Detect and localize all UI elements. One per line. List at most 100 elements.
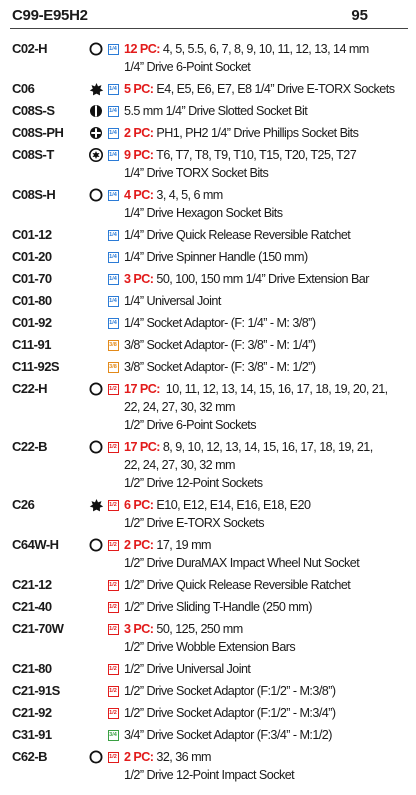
part-code: C26 bbox=[12, 497, 35, 512]
description-line: PH1, PH2 1/4” Drive Phillips Socket Bits bbox=[153, 126, 359, 140]
part-code: C01-80 bbox=[12, 293, 52, 308]
part-description: 3/8” Socket Adaptor- (F: 3/8” - M: 1/4”) bbox=[121, 336, 416, 354]
part-row: C21-91S 1/2 1/2” Drive Socket Adaptor (F:1… bbox=[0, 682, 416, 700]
part-code: C21-91S bbox=[12, 683, 60, 698]
description-line: 4, 5, 5.5, 6, 7, 8, 9, 10, 11, 12, 13, 1… bbox=[159, 42, 369, 56]
socket-circle-icon bbox=[87, 40, 105, 58]
description-line: 3, 4, 5, 6 mm bbox=[153, 188, 223, 202]
part-row: C11-91 3/8 3/8” Socket Adaptor- (F: 3/8” -… bbox=[0, 336, 416, 354]
part-code: C01-20 bbox=[12, 249, 52, 264]
piece-count: 2 PC: bbox=[124, 126, 154, 140]
piece-count: 17 PC: bbox=[124, 382, 160, 396]
part-description: 1/2” Drive Sliding T-Handle (250 mm) bbox=[121, 598, 416, 616]
sym-spacer bbox=[87, 358, 105, 376]
description-line: 1/2” Drive E-TORX Sockets bbox=[124, 516, 265, 530]
part-description: 3 PC: 50, 100, 150 mm 1/4” Drive Extensi… bbox=[121, 270, 416, 288]
drive-size-badge: 1/2 bbox=[107, 579, 119, 591]
description-line: 1/4” Drive Quick Release Reversible Ratc… bbox=[124, 228, 351, 242]
part-code: C08S-T bbox=[12, 147, 54, 162]
drive-size-badge: 1/4 bbox=[107, 295, 119, 307]
torx-bit-icon bbox=[87, 146, 105, 164]
part-row: C08S-PH 1/4 2 PC: PH1, PH2 1/4” Drive Phil… bbox=[0, 124, 416, 142]
part-code: C01-12 bbox=[12, 227, 52, 242]
sym-spacer bbox=[87, 726, 105, 744]
description-line: 17, 19 mm bbox=[153, 538, 211, 552]
half-inch-drive-icon: 1/2 bbox=[105, 704, 121, 722]
part-description: 12 PC: 4, 5, 5.5, 6, 7, 8, 9, 10, 11, 12… bbox=[121, 40, 416, 76]
description-line: 1/2” Drive Sliding T-Handle (250 mm) bbox=[124, 600, 312, 614]
catalog-code: C99-E95H2 bbox=[12, 7, 88, 24]
three-quarter-inch-drive-icon: 3/4 bbox=[105, 726, 121, 744]
part-code: C22-H bbox=[12, 381, 48, 396]
description-line: 3/8” Socket Adaptor- (F: 3/8” - M: 1/4”) bbox=[124, 338, 316, 352]
drive-size-badge: 3/8 bbox=[107, 339, 119, 351]
socket-circle-icon bbox=[87, 748, 105, 766]
part-row: C26 1/2 6 PC: E10, E12, E14, E16, E18, E20… bbox=[0, 496, 416, 532]
description-line: 50, 100, 150 mm 1/4” Drive Extension Bar bbox=[153, 272, 369, 286]
sym-spacer bbox=[87, 270, 105, 288]
part-description: 1/2” Drive Quick Release Reversible Ratc… bbox=[121, 576, 416, 594]
part-code: C11-92S bbox=[12, 359, 60, 374]
part-description: 1/2” Drive Socket Adaptor (F:1/2” - M:3/… bbox=[121, 704, 416, 722]
quarter-inch-drive-icon: 1/4 bbox=[105, 292, 121, 310]
description-line: 10, 11, 12, 13, 14, 15, 16, 17, 18, 19, … bbox=[159, 382, 388, 396]
half-inch-drive-icon: 1/2 bbox=[105, 380, 121, 398]
description-line: 1/2” Drive DuraMAX Impact Wheel Nut Sock… bbox=[124, 556, 360, 570]
part-description: 17 PC: 10, 11, 12, 13, 14, 15, 16, 17, 1… bbox=[121, 380, 416, 434]
description-line: 1/2” Drive Socket Adaptor (F:1/2” - M:3/… bbox=[124, 684, 336, 698]
part-description: 2 PC: PH1, PH2 1/4” Drive Phillips Socke… bbox=[121, 124, 416, 142]
half-inch-drive-icon: 1/2 bbox=[105, 576, 121, 594]
piece-count: 2 PC: bbox=[124, 750, 154, 764]
quarter-inch-drive-icon: 1/4 bbox=[105, 102, 121, 120]
drive-size-badge: 1/4 bbox=[107, 127, 119, 139]
sym-spacer bbox=[87, 226, 105, 244]
sym-spacer bbox=[87, 704, 105, 722]
piece-count: 12 PC: bbox=[124, 42, 160, 56]
description-line: 1/2” Drive Quick Release Reversible Ratc… bbox=[124, 578, 351, 592]
sym-spacer bbox=[87, 576, 105, 594]
part-row: C21-92 1/2 1/2” Drive Socket Adaptor (F:1/… bbox=[0, 704, 416, 722]
part-description: 9 PC: T6, T7, T8, T9, T10, T15, T20, T25… bbox=[121, 146, 416, 182]
page-number: 95 bbox=[351, 7, 368, 24]
part-description: 2 PC: 32, 36 mm 1/2” Drive 12-Point Impac… bbox=[121, 748, 416, 784]
slotted-bit-icon bbox=[87, 102, 105, 120]
part-description: 4 PC: 3, 4, 5, 6 mm 1/4” Drive Hexagon So… bbox=[121, 186, 416, 222]
part-code: C08S-S bbox=[12, 103, 55, 118]
drive-size-badge: 1/2 bbox=[107, 383, 119, 395]
piece-count: 2 PC: bbox=[124, 538, 154, 552]
part-row: C02-H 1/4 12 PC: 4, 5, 5.5, 6, 7, 8, 9, 10… bbox=[0, 40, 416, 76]
part-code: C21-80 bbox=[12, 661, 52, 676]
part-description: 17 PC: 8, 9, 10, 12, 13, 14, 15, 16, 17,… bbox=[121, 438, 416, 492]
quarter-inch-drive-icon: 1/4 bbox=[105, 314, 121, 332]
part-description: 6 PC: E10, E12, E14, E16, E18, E20 1/2” D… bbox=[121, 496, 416, 532]
description-line: 1/4” Universal Joint bbox=[124, 294, 221, 308]
sym-spacer bbox=[87, 314, 105, 332]
description-line: 1/2” Drive 12-Point Sockets bbox=[124, 476, 263, 490]
header-divider bbox=[10, 28, 408, 29]
description-line: 3/8” Socket Adaptor- (F: 3/8” - M: 1/2”) bbox=[124, 360, 316, 374]
parts-list: C02-H 1/4 12 PC: 4, 5, 5.5, 6, 7, 8, 9, 10… bbox=[0, 40, 416, 788]
quarter-inch-drive-icon: 1/4 bbox=[105, 248, 121, 266]
part-code: C62-B bbox=[12, 749, 48, 764]
half-inch-drive-icon: 1/2 bbox=[105, 598, 121, 616]
drive-size-badge: 3/4 bbox=[107, 729, 119, 741]
description-line: E4, E5, E6, E7, E8 1/4” Drive E-TORX Soc… bbox=[153, 82, 395, 96]
drive-size-badge: 1/2 bbox=[107, 751, 119, 763]
piece-count: 4 PC: bbox=[124, 188, 154, 202]
description-line: 50, 125, 250 mm bbox=[153, 622, 243, 636]
socket-circle-icon bbox=[87, 186, 105, 204]
half-inch-drive-icon: 1/2 bbox=[105, 660, 121, 678]
part-row: C21-80 1/2 1/2” Drive Universal Joint bbox=[0, 660, 416, 678]
part-description: 1/4” Drive Quick Release Reversible Ratc… bbox=[121, 226, 416, 244]
description-line: 32, 36 mm bbox=[153, 750, 211, 764]
three-eighths-inch-drive-icon: 3/8 bbox=[105, 336, 121, 354]
quarter-inch-drive-icon: 1/4 bbox=[105, 80, 121, 98]
part-row: C01-92 1/4 1/4” Socket Adaptor- (F: 1/4” -… bbox=[0, 314, 416, 332]
drive-size-badge: 1/4 bbox=[107, 317, 119, 329]
sym-spacer bbox=[87, 292, 105, 310]
quarter-inch-drive-icon: 1/4 bbox=[105, 270, 121, 288]
phillips-bit-icon bbox=[87, 124, 105, 142]
part-code: C01-92 bbox=[12, 315, 52, 330]
piece-count: 17 PC: bbox=[124, 440, 160, 454]
part-row: C01-80 1/4 1/4” Universal Joint bbox=[0, 292, 416, 310]
